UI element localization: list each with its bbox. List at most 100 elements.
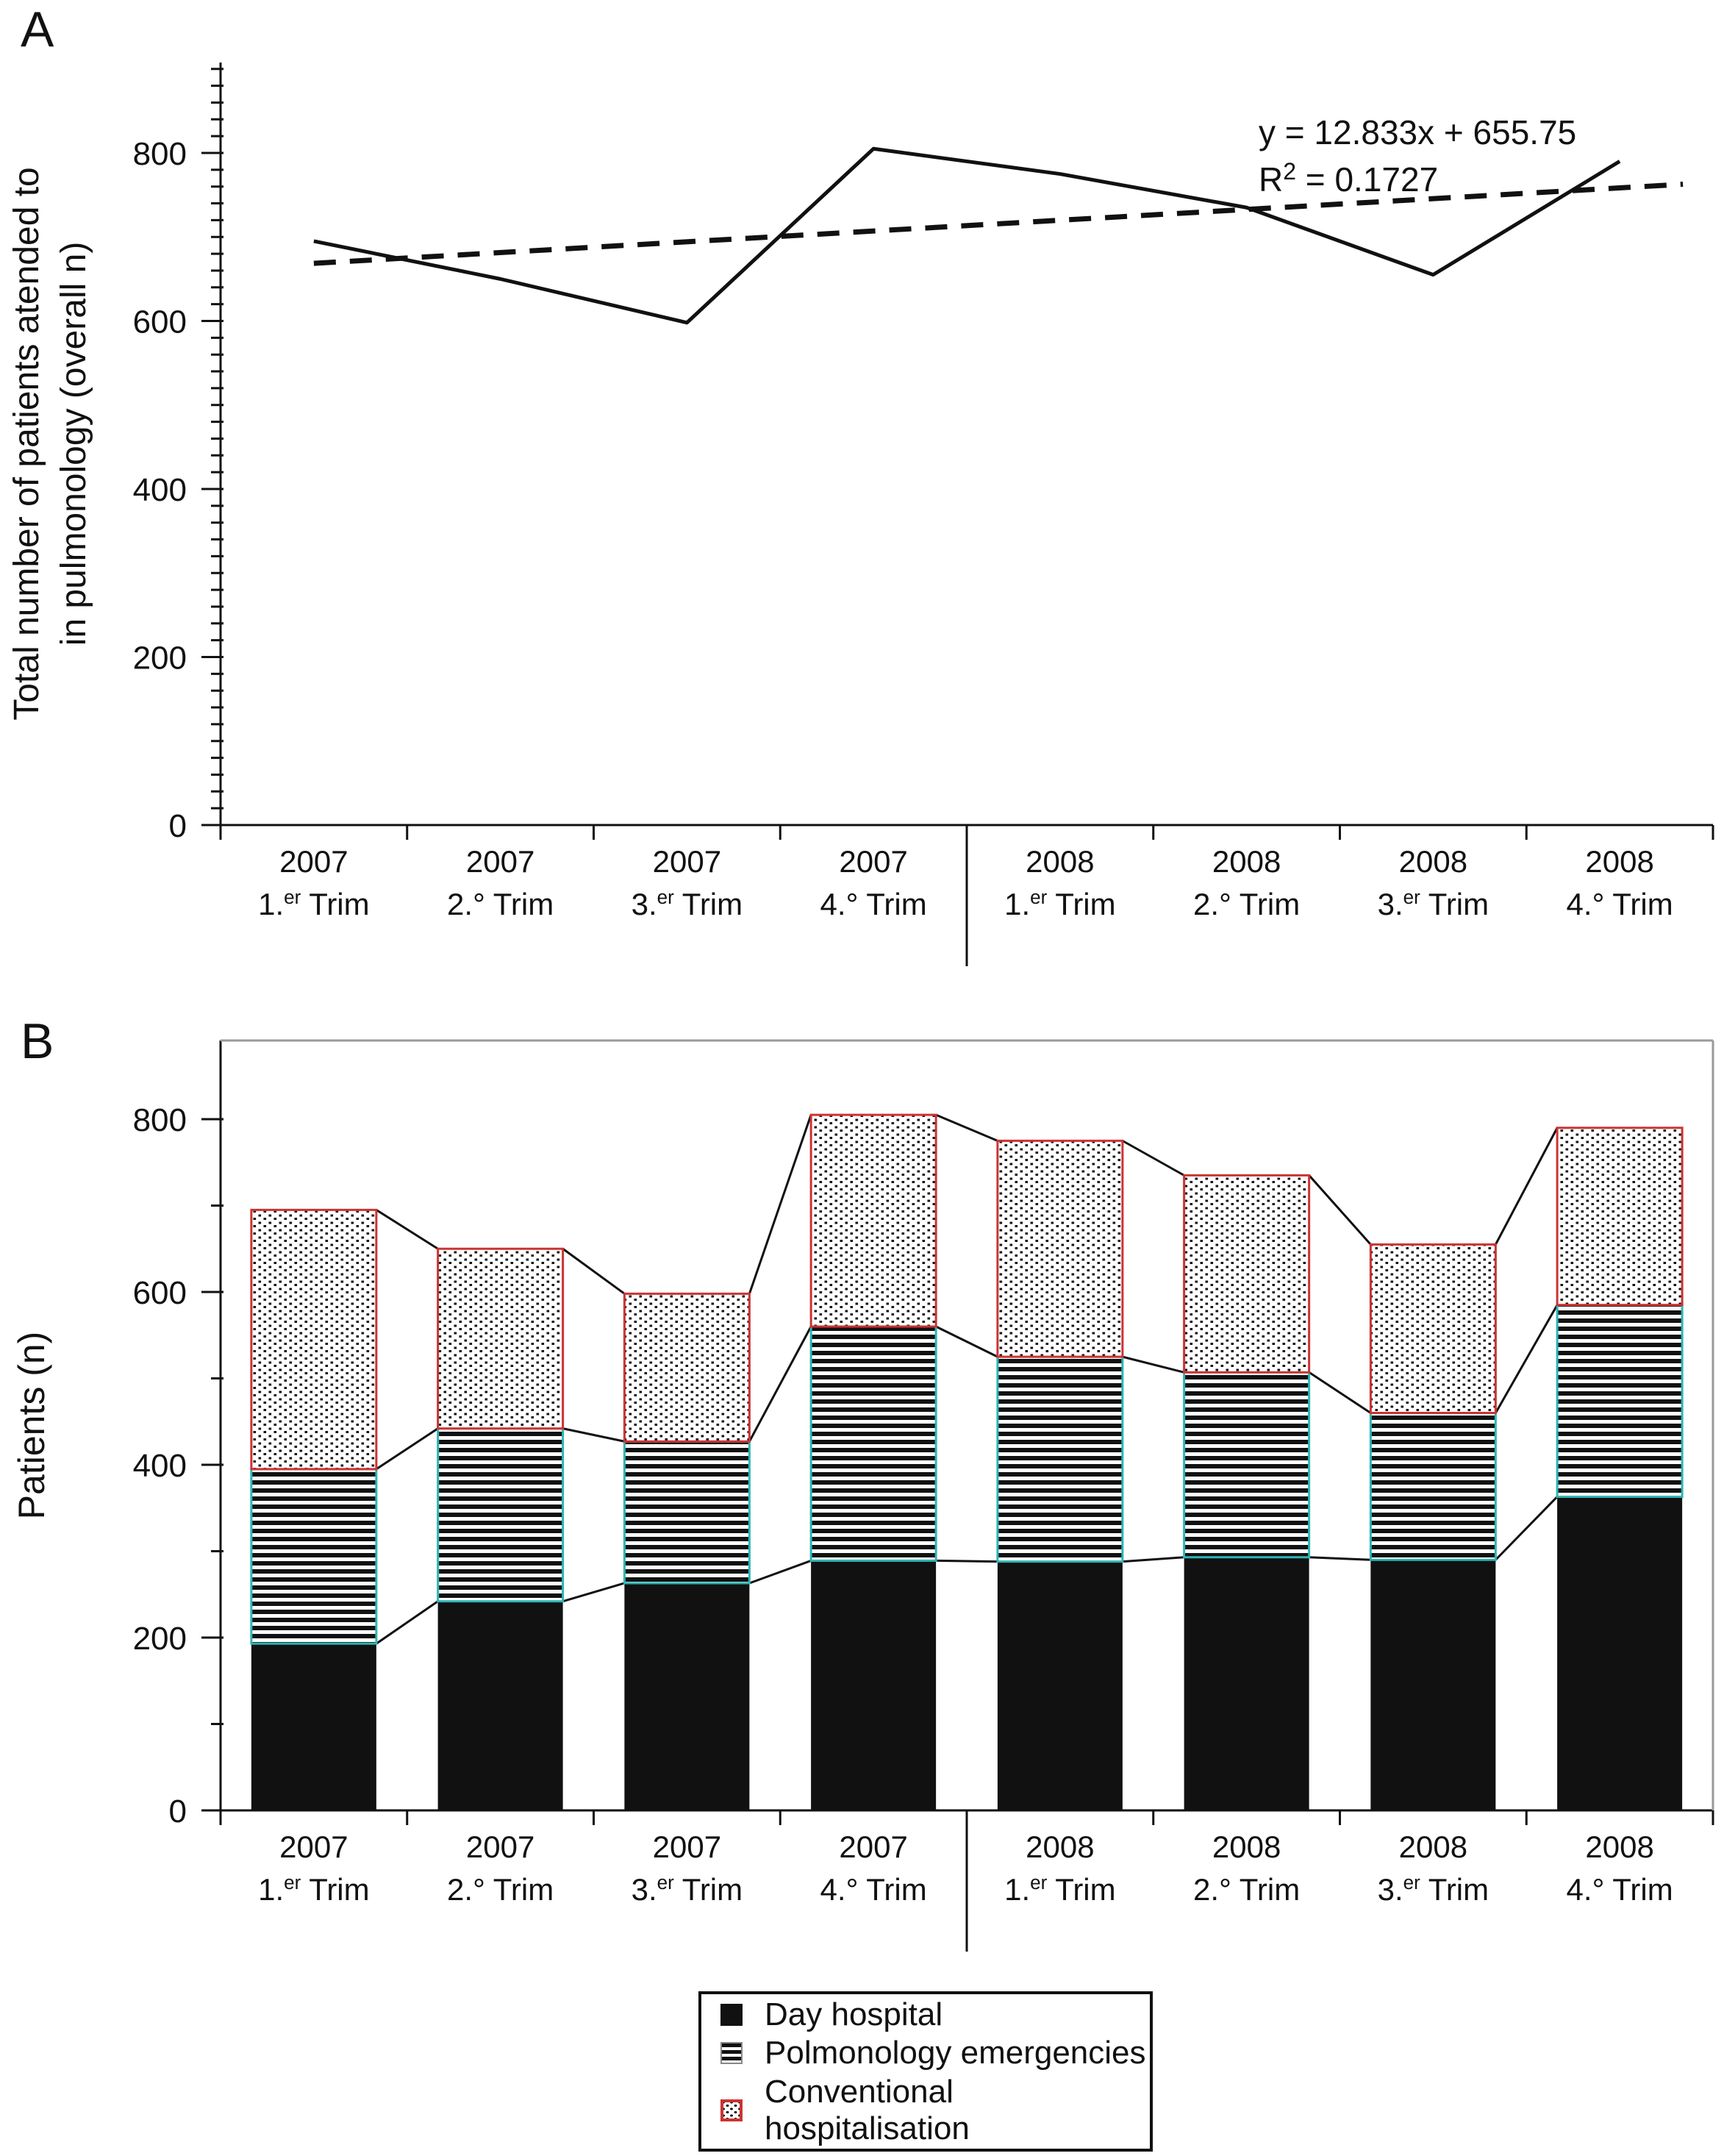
svg-text:4.° Trim: 4.° Trim	[820, 887, 927, 921]
legend-item-polmonology-emergencies: Polmonology emergencies	[720, 2035, 1150, 2071]
svg-text:2008: 2008	[1212, 1830, 1281, 1864]
svg-text:3.er Trim: 3.er Trim	[1378, 886, 1489, 921]
svg-text:3.er Trim: 3.er Trim	[1378, 1871, 1489, 1907]
polmonology-emergencies-swatch-icon	[720, 2042, 743, 2064]
svg-text:2007: 2007	[653, 844, 721, 879]
bar-day-hospital	[997, 1561, 1123, 1810]
legend-item-day-hospital: Day hospital	[720, 1996, 1150, 2033]
svg-text:4.° Trim: 4.° Trim	[1567, 887, 1673, 921]
conventional-hospitalisation-swatch-icon	[720, 2099, 743, 2121]
svg-text:600: 600	[133, 1275, 187, 1311]
trendline	[313, 182, 1684, 266]
legend-label-conventional-hospitalisation: Conventional hospitalisation	[765, 2073, 970, 2146]
svg-text:2007: 2007	[279, 1830, 348, 1864]
svg-text:1.er Trim: 1.er Trim	[258, 886, 370, 921]
bar-day-hospital	[624, 1582, 750, 1810]
trendline-equation: y = 12.833x + 655.75	[1259, 113, 1576, 151]
svg-text:2008: 2008	[1585, 844, 1653, 879]
stack-connector	[562, 1248, 626, 1295]
bar-day-hospital	[1184, 1557, 1309, 1810]
svg-text:2007: 2007	[279, 844, 348, 879]
stack-connector	[936, 1559, 998, 1563]
bar-conventional-hospitalisation	[250, 1208, 378, 1471]
svg-text:2007: 2007	[466, 1830, 534, 1864]
stack-connector	[1495, 1304, 1559, 1414]
svg-text:1.er Trim: 1.er Trim	[1004, 1871, 1116, 1907]
stack-connector	[376, 1209, 439, 1250]
svg-text:200: 200	[133, 640, 187, 677]
bar-conventional-hospitalisation	[1556, 1127, 1684, 1307]
svg-text:0: 0	[169, 808, 187, 844]
svg-text:200: 200	[133, 1621, 187, 1657]
stack-connector	[1122, 1556, 1184, 1563]
svg-text:4.° Trim: 4.° Trim	[820, 1872, 927, 1907]
panel-a-label: A	[21, 1, 54, 57]
svg-text:2007: 2007	[653, 1830, 721, 1864]
svg-text:2.° Trim: 2.° Trim	[1193, 887, 1300, 921]
stack-connector	[935, 1325, 998, 1358]
svg-text:2.° Trim: 2.° Trim	[447, 1872, 554, 1907]
bar-conventional-hospitalisation	[437, 1247, 565, 1430]
svg-text:800: 800	[133, 1102, 187, 1138]
bar-polmonology-emergencies	[1556, 1304, 1684, 1498]
stack-connector	[1122, 1355, 1184, 1374]
stack-connector	[748, 1114, 812, 1294]
bar-polmonology-emergencies	[996, 1355, 1124, 1563]
stack-connector	[376, 1427, 439, 1471]
svg-text:3.er Trim: 3.er Trim	[632, 886, 743, 921]
bar-day-hospital	[1557, 1496, 1683, 1810]
bar-polmonology-emergencies	[623, 1440, 751, 1585]
svg-text:600: 600	[133, 304, 187, 340]
svg-text:0: 0	[169, 1793, 187, 1830]
bar-day-hospital	[1370, 1560, 1496, 1810]
bar-conventional-hospitalisation	[1369, 1243, 1497, 1414]
stack-connector	[1308, 1371, 1372, 1414]
svg-text:2008: 2008	[1026, 1830, 1094, 1864]
stack-connector	[1495, 1496, 1559, 1561]
panel-b-label: B	[21, 1013, 54, 1069]
bar-polmonology-emergencies	[1183, 1371, 1311, 1559]
legend-label-day-hospital: Day hospital	[765, 1996, 943, 2032]
svg-text:2008: 2008	[1585, 1830, 1653, 1864]
stack-connector	[376, 1600, 439, 1645]
svg-text:2.° Trim: 2.° Trim	[447, 887, 554, 921]
svg-text:2.° Trim: 2.° Trim	[1193, 1872, 1300, 1907]
trendline-r2: R2 = 0.1727	[1259, 158, 1438, 199]
svg-text:2008: 2008	[1026, 844, 1094, 879]
panel-a-ylabel: in pulmonology (overall n)	[54, 242, 93, 646]
legend-label-polmonology-emergencies: Polmonology emergencies	[765, 2035, 1146, 2071]
svg-text:4.° Trim: 4.° Trim	[1567, 1872, 1673, 1907]
total-patients-line	[313, 146, 1621, 325]
svg-text:3.er Trim: 3.er Trim	[632, 1871, 743, 1907]
bar-conventional-hospitalisation	[1183, 1174, 1311, 1374]
bar-polmonology-emergencies	[437, 1427, 565, 1603]
svg-text:2008: 2008	[1399, 844, 1467, 879]
svg-text:400: 400	[133, 1448, 187, 1484]
svg-text:800: 800	[133, 136, 187, 172]
svg-text:1.er Trim: 1.er Trim	[1004, 886, 1116, 921]
legend-box: Day hospital Polmonology emergencies Con…	[698, 1991, 1153, 2152]
bar-day-hospital	[437, 1601, 563, 1810]
day-hospital-swatch-icon	[720, 2003, 743, 2026]
panel-a-ylabel: Total number of patients atended to	[7, 167, 46, 721]
panel-b-stacked-bar-chart: Patients (n) 0 200 400 600 800 2007 1.er Trim 20…	[11, 1039, 1714, 1952]
bar-conventional-hospitalisation	[809, 1113, 937, 1328]
svg-text:2007: 2007	[839, 844, 907, 879]
panel-a-line-chart: Total number of patients atended to in pu…	[7, 63, 1714, 966]
stack-connector	[1495, 1127, 1559, 1246]
svg-text:1.er Trim: 1.er Trim	[258, 1871, 370, 1907]
stack-connector	[562, 1427, 625, 1443]
bar-conventional-hospitalisation	[996, 1139, 1124, 1358]
bar-polmonology-emergencies	[809, 1325, 937, 1562]
bar-conventional-hospitalisation	[623, 1292, 751, 1443]
legend-item-conventional-hospitalisation: Conventional hospitalisation	[720, 2074, 1150, 2147]
bar-day-hospital	[811, 1560, 937, 1810]
panel-b-ylabel: Patients (n)	[11, 1332, 52, 1520]
svg-text:400: 400	[133, 472, 187, 508]
bar-polmonology-emergencies	[250, 1468, 378, 1645]
stack-connector	[935, 1113, 998, 1142]
svg-text:2008: 2008	[1212, 844, 1281, 879]
stack-connector	[562, 1582, 625, 1603]
